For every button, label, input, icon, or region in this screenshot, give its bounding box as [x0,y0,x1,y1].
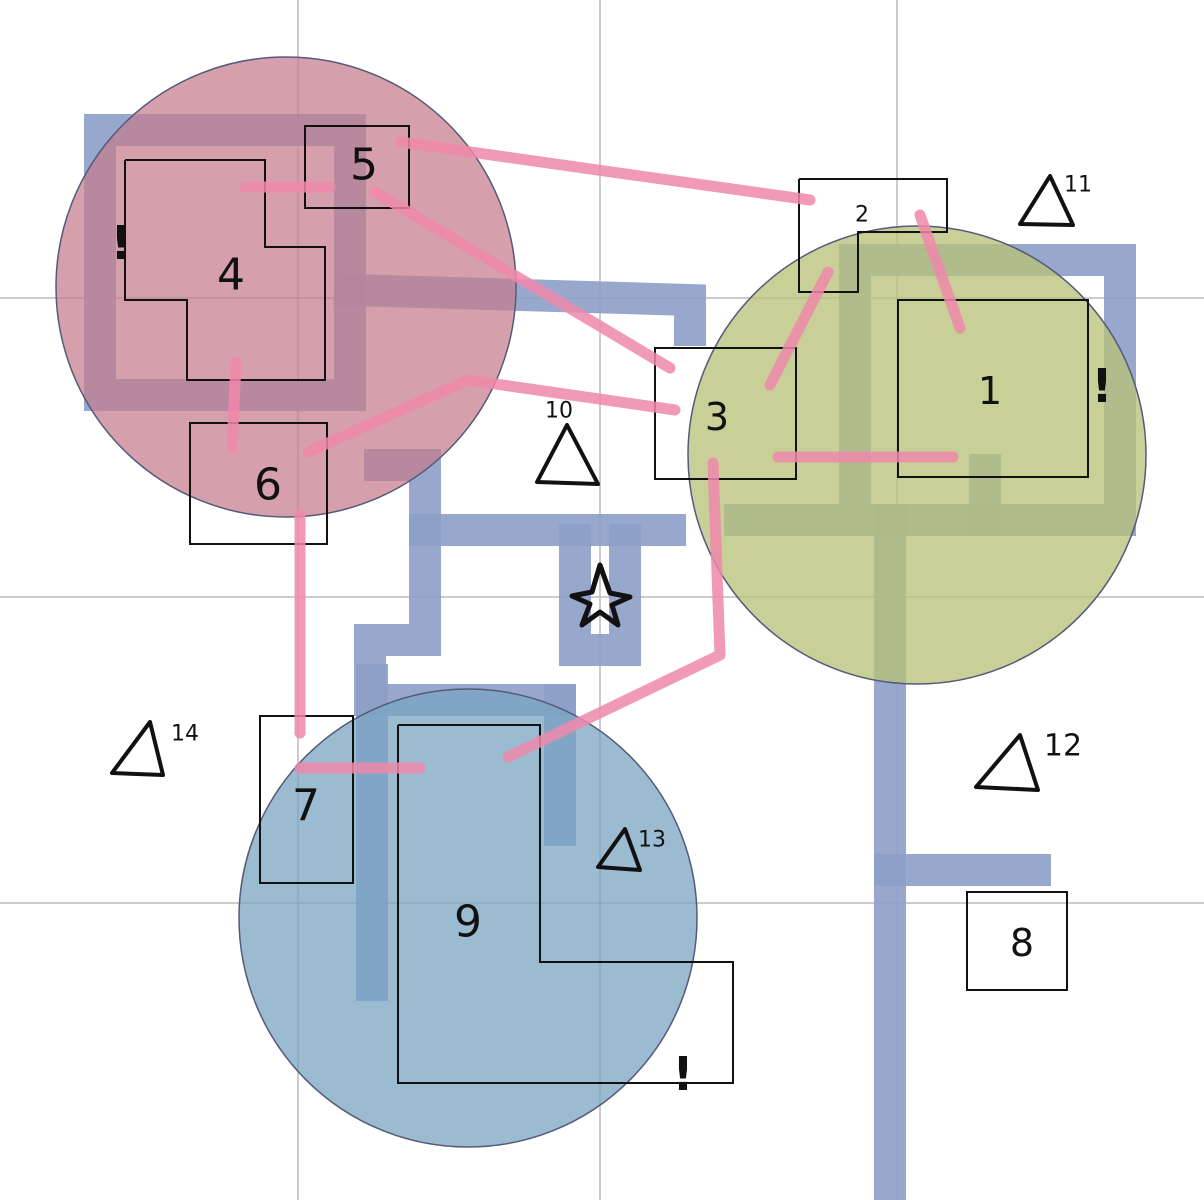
star-icon[interactable] [569,562,633,628]
room-3-outline[interactable] [654,347,797,480]
zone-red [55,56,517,518]
marker-13-icon[interactable] [596,827,642,872]
room-1-label: 1 [978,369,1002,413]
marker-10-icon[interactable] [535,423,600,486]
marker-12-icon[interactable] [974,733,1040,792]
marker-11-icon[interactable] [1018,174,1075,227]
marker-12-label: 12 [1044,729,1082,764]
marker-14-icon[interactable] [110,720,165,777]
room-labels: 1 2 3 4 5 6 7 8 9 [217,140,1034,966]
room-9-label: 9 [454,897,482,948]
room-7-outline[interactable] [259,715,354,884]
zones [55,56,1147,1148]
marker-14-label: 14 [171,722,199,747]
alert-icon[interactable]: ! [1092,359,1113,413]
alerts: ! ! ! [111,216,1113,1101]
room-links [226,136,966,774]
room-4-label: 4 [217,250,245,301]
room-5-label: 5 [350,140,378,191]
alert-icon[interactable]: ! [111,216,132,270]
room-2-label: 2 [855,203,869,228]
marker-11-label: 11 [1064,173,1092,198]
room-6-outline[interactable] [189,422,328,545]
room-6-label: 6 [254,460,282,511]
room-7-label: 7 [292,781,320,832]
markers [110,174,1075,872]
alert-icon[interactable]: ! [673,1047,694,1101]
room-8-outline[interactable] [966,891,1068,991]
room-9-outline[interactable] [397,724,734,1084]
room-3-label: 3 [705,395,729,439]
room-1-outline[interactable] [897,299,1089,478]
marker-labels: 10 11 12 13 14 [171,173,1092,853]
marker-10-label: 10 [545,399,573,424]
room-5-outline[interactable] [304,125,410,209]
room-8-label: 8 [1010,921,1034,965]
marker-13-label: 13 [638,828,666,853]
room-2-outline[interactable] [798,178,948,293]
rooms [124,125,1089,1084]
